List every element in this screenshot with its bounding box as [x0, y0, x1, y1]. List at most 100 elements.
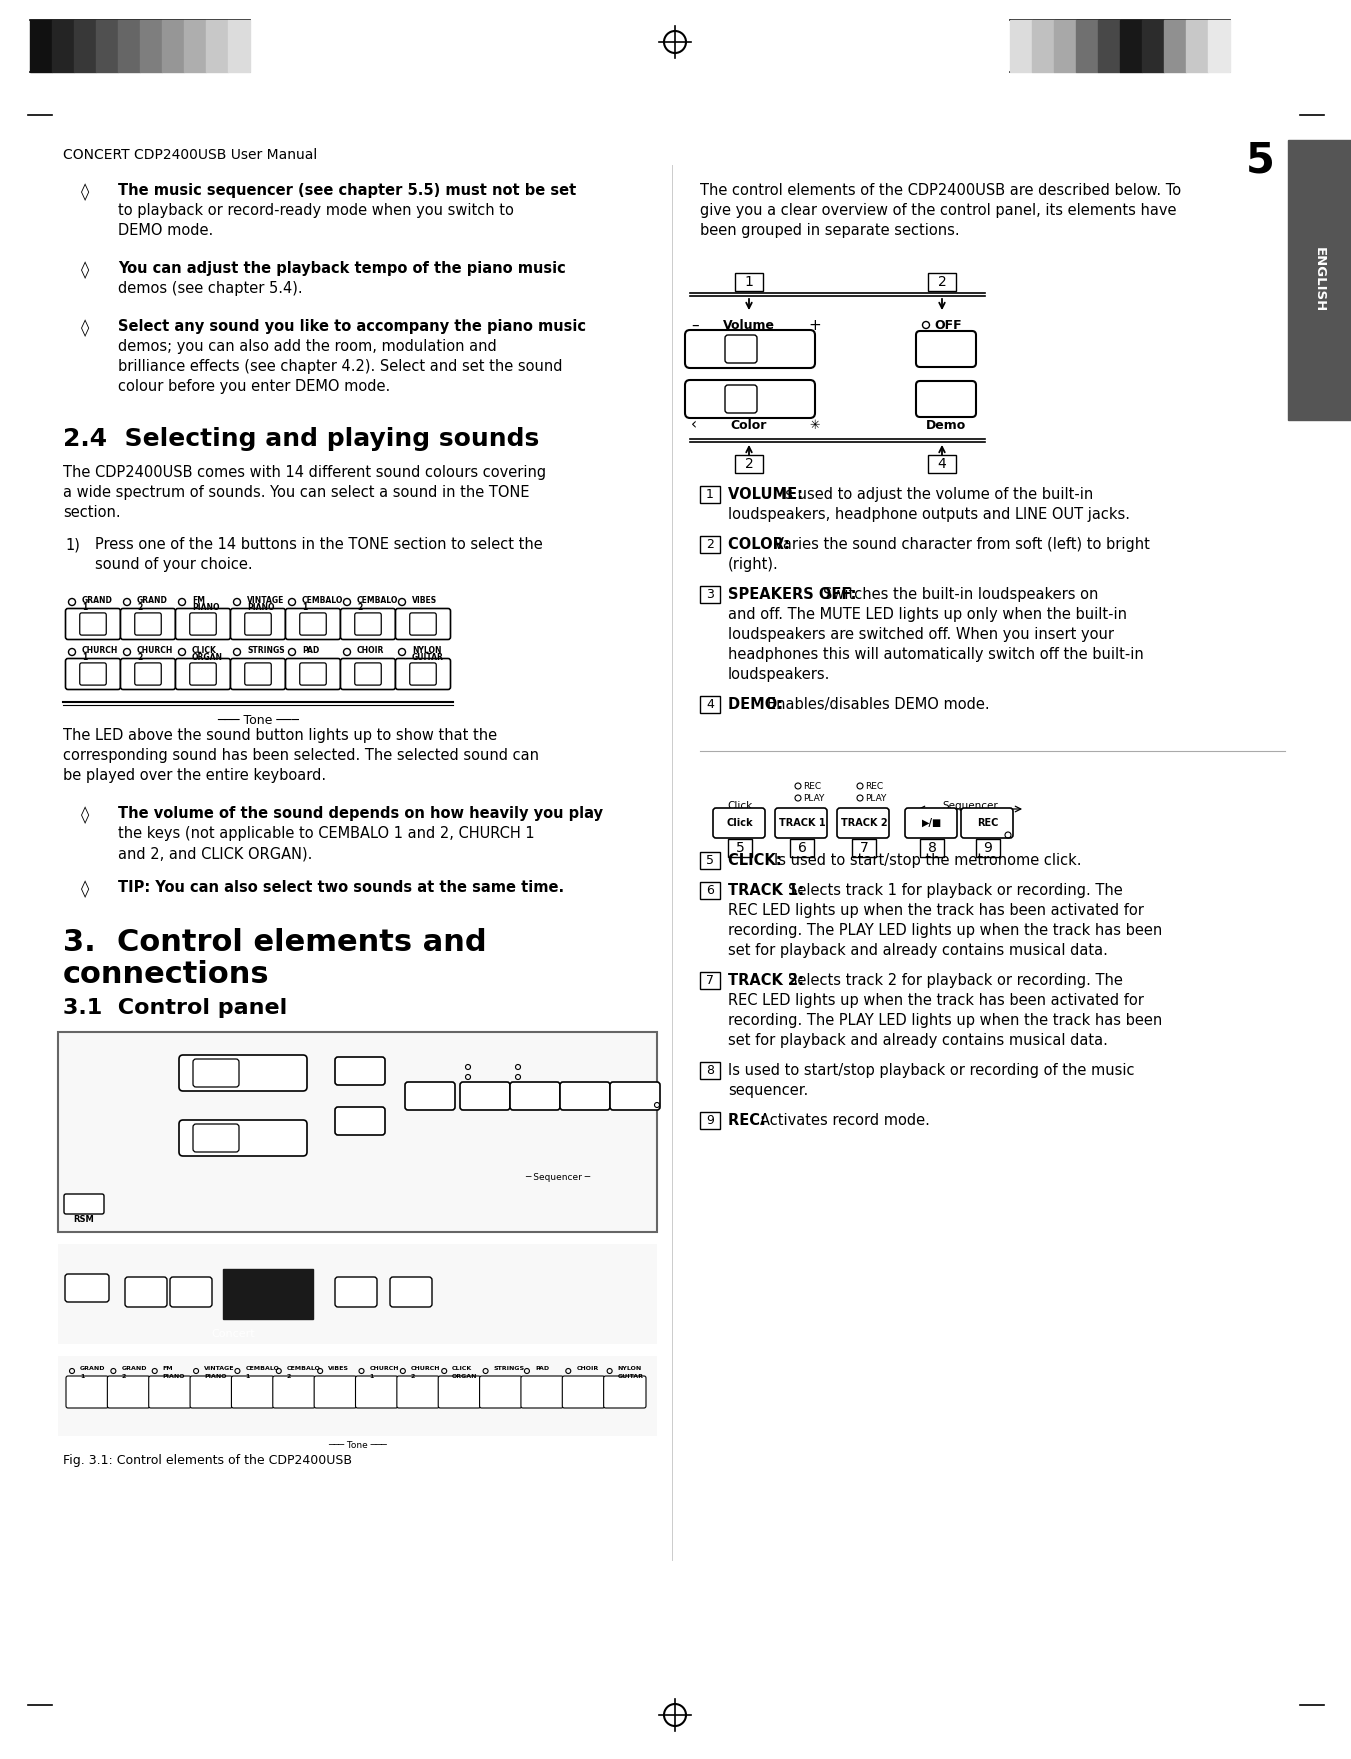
- Text: Click: Click: [727, 818, 754, 828]
- FancyBboxPatch shape: [80, 612, 107, 635]
- Text: ENGLISH: ENGLISH: [1313, 248, 1325, 313]
- FancyBboxPatch shape: [340, 609, 396, 640]
- Text: o  OFF: o OFF: [353, 1050, 381, 1059]
- Text: 2: 2: [122, 1374, 126, 1379]
- Bar: [1120, 19, 1142, 72]
- Text: –: –: [182, 1055, 188, 1068]
- Text: Volume: Volume: [723, 318, 775, 331]
- Text: +: +: [809, 318, 821, 332]
- Text: REC: REC: [865, 781, 884, 790]
- Text: Color: Color: [731, 419, 767, 431]
- FancyBboxPatch shape: [231, 658, 285, 690]
- FancyBboxPatch shape: [65, 1274, 109, 1302]
- Text: GUITAR: GUITAR: [412, 653, 444, 661]
- Text: +/Yes: +/Yes: [400, 1270, 423, 1279]
- Text: The volume of the sound depends on how heavily you play: The volume of the sound depends on how h…: [118, 806, 603, 821]
- Bar: [700, 851, 720, 869]
- Bar: [975, 839, 1000, 857]
- Text: GUITAR: GUITAR: [617, 1374, 643, 1379]
- Text: section.: section.: [63, 505, 120, 521]
- FancyBboxPatch shape: [775, 807, 827, 837]
- Text: Activates record mode.: Activates record mode.: [761, 1113, 929, 1128]
- FancyBboxPatch shape: [335, 1057, 385, 1085]
- Bar: [228, 19, 250, 72]
- Text: CHURCH: CHURCH: [82, 646, 119, 654]
- FancyBboxPatch shape: [170, 1277, 212, 1307]
- Text: Click: Click: [727, 800, 753, 811]
- Text: colour before you enter DEMO mode.: colour before you enter DEMO mode.: [118, 378, 390, 394]
- Text: 7: 7: [707, 974, 713, 987]
- Text: ◀)): ◀)): [936, 382, 955, 394]
- Bar: [223, 1268, 313, 1319]
- Text: sound of your choice.: sound of your choice.: [95, 558, 253, 572]
- Bar: [1032, 19, 1054, 72]
- FancyBboxPatch shape: [190, 1376, 232, 1407]
- Text: set for playback and already contains musical data.: set for playback and already contains mu…: [728, 1033, 1108, 1048]
- FancyBboxPatch shape: [285, 609, 340, 640]
- Text: REC LED lights up when the track has been activated for: REC LED lights up when the track has bee…: [728, 902, 1144, 918]
- Bar: [700, 697, 720, 712]
- FancyBboxPatch shape: [231, 1376, 274, 1407]
- Text: –: –: [692, 318, 698, 332]
- Bar: [1011, 19, 1032, 72]
- Text: ─── Tone ───: ─── Tone ───: [218, 714, 299, 726]
- Text: VINTAGE: VINTAGE: [247, 596, 284, 605]
- Text: demos (see chapter 5.4).: demos (see chapter 5.4).: [118, 281, 303, 296]
- Text: Color: Color: [230, 1122, 257, 1133]
- Text: COLOR:: COLOR:: [728, 536, 794, 552]
- Text: You can adjust the playback tempo of the piano music: You can adjust the playback tempo of the…: [118, 260, 566, 276]
- FancyBboxPatch shape: [340, 658, 396, 690]
- Text: 2: 2: [136, 653, 142, 661]
- Text: ◊: ◊: [81, 260, 89, 280]
- Text: PIANO: PIANO: [247, 603, 274, 612]
- Bar: [735, 273, 763, 290]
- Text: CEMBALO: CEMBALO: [303, 596, 343, 605]
- FancyBboxPatch shape: [65, 609, 120, 640]
- FancyBboxPatch shape: [120, 609, 176, 640]
- Text: NYLON: NYLON: [617, 1365, 642, 1370]
- Bar: [728, 839, 753, 857]
- Text: recording. The PLAY LED lights up when the track has been: recording. The PLAY LED lights up when t…: [728, 1013, 1162, 1027]
- Bar: [1142, 19, 1165, 72]
- Text: TRACK 2:: TRACK 2:: [728, 973, 809, 989]
- Bar: [852, 839, 875, 857]
- FancyBboxPatch shape: [396, 658, 450, 690]
- FancyBboxPatch shape: [63, 1194, 104, 1214]
- Text: Varies the sound character from soft (left) to bright: Varies the sound character from soft (le…: [774, 536, 1150, 552]
- Bar: [1075, 19, 1098, 72]
- Text: Is used to adjust the volume of the built-in: Is used to adjust the volume of the buil…: [781, 487, 1093, 501]
- Text: CHURCH: CHURCH: [370, 1365, 399, 1370]
- Text: VIBES: VIBES: [412, 596, 438, 605]
- Bar: [96, 19, 118, 72]
- Text: CEMBALO: CEMBALO: [246, 1365, 280, 1370]
- Text: 2: 2: [286, 1374, 292, 1379]
- Text: VOLUME:: VOLUME:: [728, 487, 808, 501]
- Text: REC: REC: [802, 781, 821, 790]
- Text: 2: 2: [938, 274, 946, 288]
- Text: STRINGS: STRINGS: [493, 1365, 524, 1370]
- Text: GRAND: GRAND: [136, 596, 168, 605]
- FancyBboxPatch shape: [135, 612, 161, 635]
- Text: 2: 2: [707, 538, 713, 551]
- Text: PAD: PAD: [303, 646, 319, 654]
- FancyBboxPatch shape: [178, 1055, 307, 1091]
- FancyBboxPatch shape: [611, 1082, 661, 1110]
- Bar: [735, 456, 763, 473]
- FancyBboxPatch shape: [916, 382, 975, 417]
- Text: RSM: RSM: [73, 1215, 95, 1224]
- Bar: [920, 839, 944, 857]
- Bar: [700, 536, 720, 552]
- Text: PLAY: PLAY: [526, 1069, 542, 1075]
- FancyBboxPatch shape: [231, 609, 285, 640]
- FancyBboxPatch shape: [561, 1082, 611, 1110]
- Bar: [1098, 19, 1120, 72]
- FancyBboxPatch shape: [300, 663, 326, 684]
- Text: be played over the entire keyboard.: be played over the entire keyboard.: [63, 769, 326, 783]
- FancyBboxPatch shape: [335, 1106, 385, 1135]
- Text: 2: 2: [744, 457, 754, 471]
- FancyBboxPatch shape: [438, 1376, 481, 1407]
- Text: Down: Down: [134, 1275, 158, 1284]
- Text: The LED above the sound button lights up to show that the: The LED above the sound button lights up…: [63, 728, 497, 742]
- FancyBboxPatch shape: [916, 331, 975, 368]
- FancyBboxPatch shape: [107, 1376, 150, 1407]
